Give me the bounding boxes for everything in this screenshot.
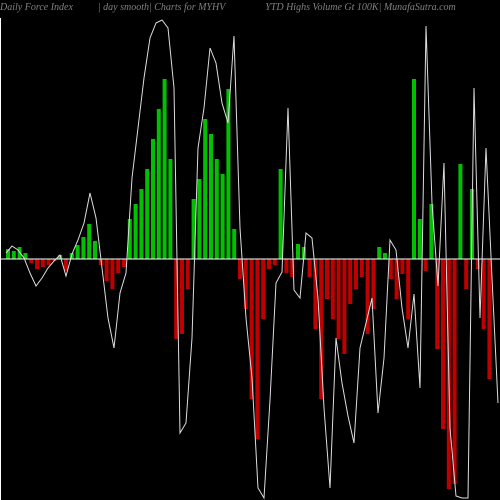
header-title-2: | day smooth| Charts for MYHV bbox=[98, 2, 225, 13]
force-bar bbox=[284, 259, 288, 273]
force-index-chart bbox=[0, 18, 500, 500]
force-bar bbox=[203, 119, 207, 259]
force-bar bbox=[273, 259, 277, 265]
force-bar bbox=[29, 259, 33, 263]
force-bar bbox=[424, 259, 428, 271]
force-bar bbox=[389, 259, 393, 279]
force-bar bbox=[47, 259, 51, 265]
force-bar bbox=[168, 159, 172, 259]
force-bar bbox=[209, 134, 213, 259]
force-bar bbox=[296, 244, 300, 259]
force-bar bbox=[163, 79, 167, 259]
force-bar bbox=[151, 139, 155, 259]
force-bar bbox=[441, 259, 445, 429]
header-title-3: YTD Highs Volume Gt 100K| MunafaSutra.co… bbox=[265, 2, 456, 13]
force-bar bbox=[93, 241, 97, 259]
chart-container: Daily Force Index | day smooth| Charts f… bbox=[0, 0, 500, 500]
force-bar bbox=[215, 159, 219, 259]
force-bar bbox=[337, 259, 341, 339]
force-bar bbox=[354, 259, 358, 289]
force-bar bbox=[348, 259, 352, 304]
force-bar bbox=[180, 259, 184, 334]
force-bar bbox=[406, 259, 410, 319]
force-bar bbox=[383, 253, 387, 259]
force-bar bbox=[134, 204, 138, 259]
force-bar bbox=[412, 79, 416, 259]
force-bar bbox=[105, 259, 109, 281]
force-bar bbox=[186, 259, 190, 289]
force-bar bbox=[331, 259, 335, 319]
force-bar bbox=[458, 164, 462, 259]
force-bar bbox=[232, 229, 236, 259]
force-bar bbox=[464, 259, 468, 289]
force-bar bbox=[76, 245, 80, 259]
force-bar bbox=[377, 247, 381, 259]
force-bar bbox=[342, 259, 346, 354]
force-bar bbox=[400, 259, 404, 274]
force-bar bbox=[12, 251, 16, 259]
force-bar bbox=[418, 219, 422, 259]
force-bar bbox=[476, 259, 480, 269]
force-bar bbox=[255, 259, 259, 439]
force-bar bbox=[157, 109, 161, 259]
force-bar bbox=[18, 247, 22, 259]
force-bar bbox=[145, 169, 149, 259]
force-bar bbox=[35, 259, 39, 269]
force-bar bbox=[41, 259, 45, 267]
force-bar bbox=[197, 179, 201, 259]
force-bar bbox=[122, 259, 126, 267]
force-bar bbox=[261, 259, 265, 319]
force-bar bbox=[110, 259, 114, 289]
header-title-1: Daily Force Index bbox=[0, 2, 73, 13]
force-bar bbox=[453, 259, 457, 484]
force-bar bbox=[279, 169, 283, 259]
force-bar bbox=[139, 189, 143, 259]
force-bar bbox=[116, 259, 120, 273]
force-bar bbox=[221, 174, 225, 259]
chart-header: Daily Force Index | day smooth| Charts f… bbox=[0, 2, 500, 18]
force-bar bbox=[360, 259, 364, 277]
force-bar bbox=[308, 259, 312, 277]
force-bar bbox=[81, 237, 85, 259]
force-bar bbox=[487, 259, 491, 379]
force-bar bbox=[325, 259, 329, 299]
force-bar bbox=[87, 224, 91, 259]
force-bar bbox=[238, 259, 242, 279]
force-bar bbox=[267, 259, 271, 269]
